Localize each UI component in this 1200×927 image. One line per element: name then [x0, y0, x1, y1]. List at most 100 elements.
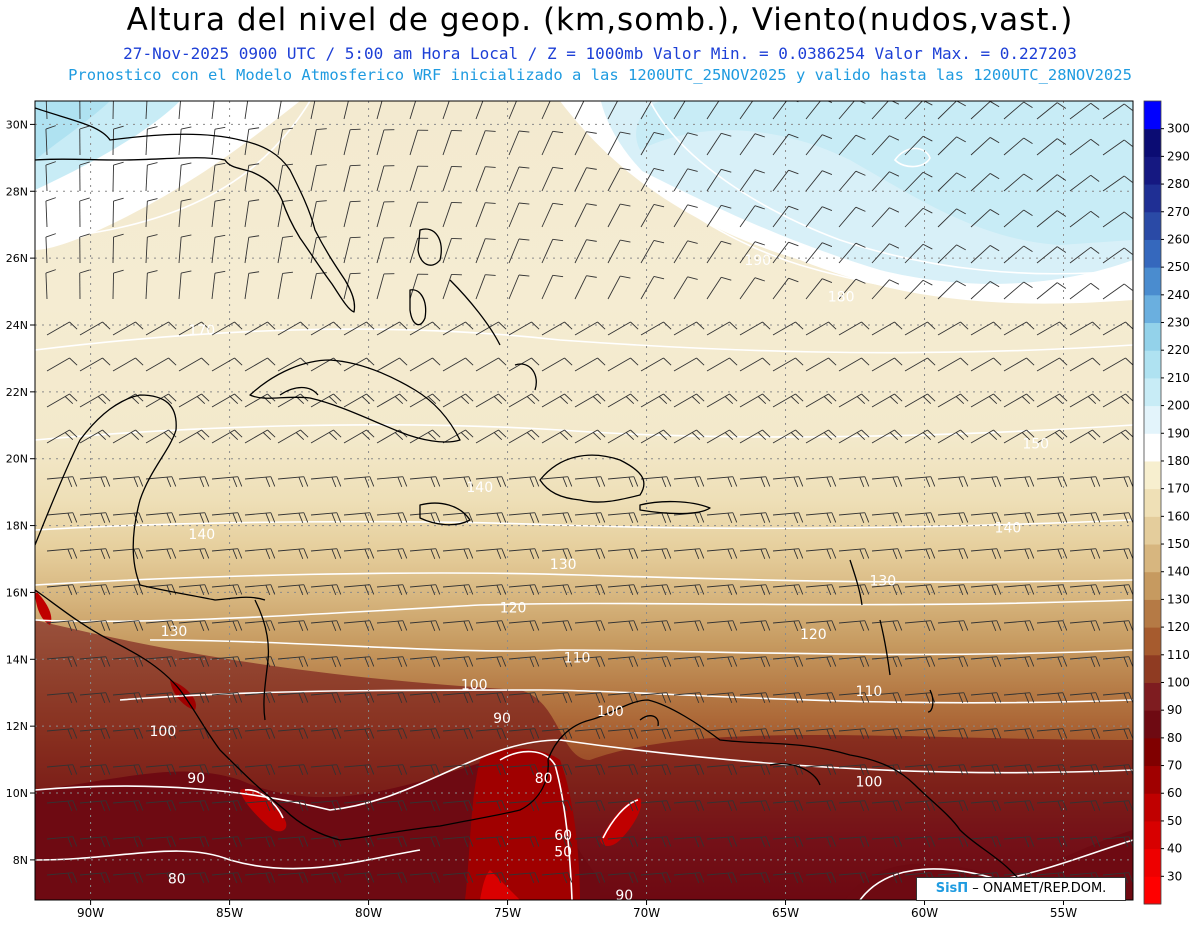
wind-barb: [409, 321, 441, 336]
wind-barb: [970, 137, 1000, 156]
wind-barb: [772, 656, 804, 668]
wind-barb: [1069, 728, 1101, 740]
wind-barb: [574, 167, 597, 192]
wind-barb: [409, 692, 441, 704]
wind-barb: [970, 656, 1002, 668]
wind-barb: [772, 728, 804, 740]
wind-barb: [640, 800, 672, 812]
wind-barb: [673, 429, 705, 444]
wind-barb: [112, 429, 144, 444]
wind-barb: [145, 836, 177, 848]
x-tick-label: 85W: [216, 906, 243, 920]
wind-barb: [475, 620, 507, 632]
wind-barb: [45, 125, 56, 156]
colorbar-swatch: [1144, 488, 1161, 517]
wind-barb: [376, 584, 408, 596]
colorbar-swatch: [1144, 710, 1161, 739]
wind-barb: [244, 163, 260, 192]
wind-barb: [1069, 321, 1101, 336]
wind-barb: [904, 728, 936, 740]
wind-barb: [937, 836, 969, 848]
wind-barb: [706, 620, 738, 632]
colorbar-label: 60: [1167, 786, 1182, 800]
wind-barb: [970, 512, 1002, 524]
wind-barb: [244, 620, 276, 632]
wind-barb: [442, 273, 462, 300]
contour-label: 50: [554, 845, 572, 861]
wind-barb: [178, 270, 192, 300]
contour-label: 80: [168, 871, 186, 887]
wind-barb: [376, 273, 395, 300]
wind-barb: [607, 692, 639, 704]
wind-barb: [178, 198, 192, 228]
wind-barb: [937, 429, 969, 444]
wind-barb: [541, 476, 573, 488]
wind-barb: [46, 476, 78, 488]
wind-barb: [541, 512, 573, 524]
wind-barb: [79, 620, 111, 632]
wind-barb: [970, 836, 1002, 848]
wind-barb: [475, 548, 507, 560]
wind-barb: [211, 321, 243, 336]
wind-barb: [607, 764, 639, 776]
wind-barb: [673, 728, 705, 740]
wind-barb: [310, 584, 342, 596]
colorbar-swatch: [1144, 876, 1161, 905]
wind-barb: [475, 584, 507, 596]
wind-barb: [442, 393, 474, 408]
wind-barb: [541, 764, 573, 776]
colorbar-swatch: [1144, 184, 1161, 213]
contour-label: 170: [188, 323, 215, 339]
wind-barb: [310, 548, 342, 560]
wind-barb: [79, 584, 111, 596]
wind-barb: [178, 548, 210, 560]
wind-barb: [1102, 764, 1133, 776]
wind-barb: [838, 620, 870, 632]
wind-barb: [376, 764, 408, 776]
wind-barb: [1036, 246, 1067, 264]
wind-barb: [574, 239, 597, 264]
wind-barb: [673, 240, 698, 264]
y-tick-label: 22N: [6, 386, 28, 399]
wind-barb: [706, 764, 738, 776]
x-tick-label: 65W: [772, 906, 799, 920]
colorbar-swatch: [1144, 101, 1161, 130]
wind-barb: [871, 872, 903, 884]
wind-barb: [145, 692, 177, 704]
wind-barb: [871, 393, 903, 408]
wind-barb: [904, 800, 936, 812]
wind-barb: [706, 800, 738, 812]
wind-barb: [442, 237, 462, 264]
colorbar-label: 200: [1167, 399, 1190, 413]
wind-barb: [112, 101, 114, 120]
wind-barb: [937, 357, 969, 372]
colorbar-swatch: [1144, 377, 1161, 407]
map-subtitle-valid-time: 27-Nov-2025 0900 UTC / 5:00 am Hora Loca…: [123, 44, 1077, 63]
wind-barb: [739, 321, 771, 336]
wind-barb: [79, 476, 111, 488]
wind-barb: [772, 872, 804, 884]
wind-barb: [508, 764, 540, 776]
wind-barb: [310, 692, 342, 704]
wind-barb: [310, 128, 327, 156]
wind-barb: [343, 101, 349, 120]
wind-barb: [607, 203, 631, 228]
wind-barb: [277, 199, 293, 228]
wind-barb: [574, 764, 606, 776]
wind-barb: [310, 836, 342, 848]
colorbar-swatch: [1144, 294, 1161, 324]
wind-barb: [508, 548, 540, 560]
wind-barb: [442, 620, 474, 632]
x-tick-label: 60W: [911, 906, 938, 920]
wind-barb: [145, 234, 158, 264]
wind-barb: [673, 800, 705, 812]
wind-barb: [574, 548, 606, 560]
wind-barb: [145, 728, 177, 740]
wind-barb: [673, 872, 705, 884]
wind-barb: [475, 836, 507, 848]
wind-barb: [640, 656, 672, 668]
wind-barb: [640, 393, 672, 408]
wind-barb: [970, 692, 1002, 704]
wind-barb: [475, 872, 507, 884]
y-tick-label: 14N: [6, 653, 28, 666]
